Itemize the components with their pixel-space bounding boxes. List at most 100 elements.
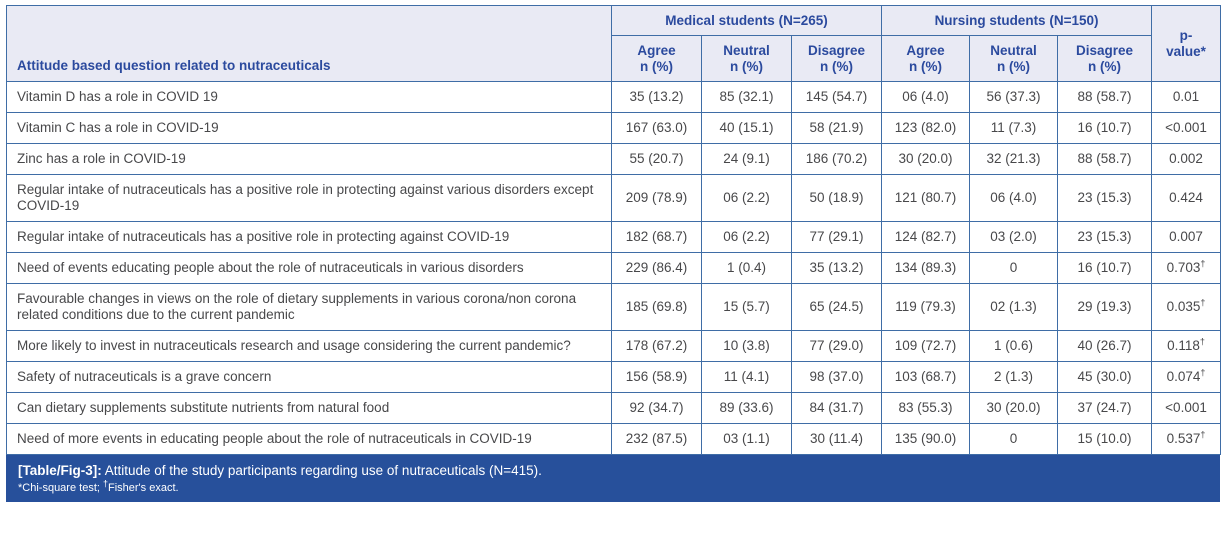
value-cell: 186 (70.2): [790, 143, 883, 175]
table-body: Vitamin D has a role in COVID 19 35 (13.…: [6, 81, 1222, 455]
caption-label: [Table/Fig-3]:: [18, 463, 102, 478]
p-value: 0.01: [1172, 89, 1200, 104]
p-superscript: †: [1200, 429, 1206, 440]
p-value: 0.007: [1169, 229, 1203, 244]
value-cell: 35 (13.2): [611, 81, 702, 113]
value-cell: 135 (90.0): [881, 423, 971, 455]
header-row-subcolumns: Agree n (%) Neutral n (%) Disagree n (%)…: [7, 35, 1221, 82]
group-header-medical: Medical students (N=265): [610, 5, 883, 36]
p-value-cell: 0.118†: [1151, 330, 1222, 362]
value-cell: 15 (5.7): [701, 283, 792, 331]
question-cell: Safety of nutraceuticals is a grave conc…: [6, 361, 612, 393]
question-cell: Can dietary supplements substitute nutri…: [6, 392, 612, 424]
p-value-cell: 0.074†: [1151, 361, 1222, 393]
question-cell: Vitamin C has a role in COVID-19: [6, 112, 612, 144]
p-value-cell: <0.001: [1151, 392, 1222, 424]
column-header-nursing-disagree: Disagree n (%): [1057, 35, 1153, 82]
column-header-medical-disagree: Disagree n (%): [790, 35, 883, 82]
value-cell: 02 (1.3): [969, 283, 1059, 331]
table-row: Regular intake of nutraceuticals has a p…: [6, 174, 1222, 222]
value-cell: 24 (9.1): [701, 143, 792, 175]
value-cell: 06 (2.2): [701, 174, 792, 222]
question-cell: More likely to invest in nutraceuticals …: [6, 330, 612, 362]
value-cell: 30 (20.0): [881, 143, 971, 175]
column-label: Agree: [906, 42, 945, 58]
table-row: Vitamin D has a role in COVID 19 35 (13.…: [6, 81, 1222, 113]
value-cell: 23 (15.3): [1057, 174, 1153, 222]
column-unit: n (%): [997, 58, 1031, 74]
value-cell: 11 (7.3): [969, 112, 1059, 144]
question-cell: Need of more events in educating people …: [6, 423, 612, 455]
value-cell: 06 (4.0): [881, 81, 971, 113]
column-label: Neutral: [723, 42, 770, 58]
value-cell: 145 (54.7): [790, 81, 883, 113]
value-cell: 23 (15.3): [1057, 221, 1153, 253]
value-cell: 58 (21.9): [790, 112, 883, 144]
column-unit: n (%): [640, 58, 673, 74]
attitude-table: Attitude based question related to nutra…: [6, 5, 1222, 455]
p-value: 0.074: [1166, 369, 1201, 384]
p-value-column-header: p- value*: [1151, 5, 1222, 82]
value-cell: 30 (11.4): [790, 423, 883, 455]
value-cell: 06 (4.0): [969, 174, 1059, 222]
p-value: 0.703: [1166, 260, 1201, 275]
value-cell: 77 (29.0): [790, 330, 883, 362]
p-value: <0.001: [1165, 120, 1207, 135]
p-value: 0.118: [1167, 338, 1200, 353]
table-figure: Attitude based question related to nutra…: [6, 5, 1222, 502]
p-value: 0.424: [1169, 190, 1203, 205]
column-header-medical-agree: Agree n (%): [611, 35, 702, 82]
p-value-cell: 0.424: [1151, 174, 1222, 222]
value-cell: 2 (1.3): [969, 361, 1059, 393]
column-header-nursing-agree: Agree n (%): [881, 35, 971, 82]
question-cell: Need of events educating people about th…: [6, 252, 612, 284]
question-cell: Favourable changes in views on the role …: [6, 283, 612, 331]
p-value-header-line1: p-: [1179, 27, 1193, 43]
value-cell: 29 (19.3): [1057, 283, 1153, 331]
p-value: <0.001: [1165, 400, 1207, 415]
column-unit: n (%): [730, 58, 763, 74]
p-value: 0.002: [1169, 151, 1203, 166]
value-cell: 0: [969, 423, 1059, 455]
value-cell: 03 (1.1): [701, 423, 792, 455]
value-cell: 84 (31.7): [790, 392, 883, 424]
value-cell: 56 (37.3): [969, 81, 1059, 113]
question-cell: Regular intake of nutraceuticals has a p…: [6, 174, 612, 222]
value-cell: 32 (21.3): [969, 143, 1059, 175]
p-value-header-line2: value*: [1166, 43, 1206, 59]
table-header: Attitude based question related to nutra…: [6, 5, 1222, 82]
value-cell: 229 (86.4): [611, 252, 702, 284]
group-header-nursing: Nursing students (N=150): [881, 5, 1153, 36]
table-row: Can dietary supplements substitute nutri…: [6, 392, 1222, 424]
table-footnote: *Chi-square test; †Fisher's exact.: [18, 478, 1208, 495]
value-cell: 124 (82.7): [881, 221, 971, 253]
p-value-cell: 0.035†: [1151, 283, 1222, 331]
value-cell: 55 (20.7): [611, 143, 702, 175]
column-unit: n (%): [909, 58, 943, 74]
p-superscript: †: [1200, 367, 1206, 378]
value-cell: 167 (63.0): [611, 112, 702, 144]
value-cell: 92 (34.7): [611, 392, 702, 424]
value-cell: 11 (4.1): [701, 361, 792, 393]
value-cell: 178 (67.2): [611, 330, 702, 362]
p-value-cell: 0.007: [1151, 221, 1222, 253]
value-cell: 77 (29.1): [790, 221, 883, 253]
p-value: 0.537: [1166, 431, 1201, 446]
value-cell: 103 (68.7): [881, 361, 971, 393]
value-cell: 06 (2.2): [701, 221, 792, 253]
p-value-cell: <0.001: [1151, 112, 1222, 144]
value-cell: 35 (13.2): [790, 252, 883, 284]
p-superscript: †: [1200, 297, 1206, 308]
table-row: Zinc has a role in COVID-19 55 (20.7) 24…: [6, 143, 1222, 175]
value-cell: 109 (72.7): [881, 330, 971, 362]
footnote-dagger: †: [102, 478, 108, 489]
value-cell: 40 (15.1): [701, 112, 792, 144]
p-superscript: †: [1200, 258, 1206, 269]
value-cell: 185 (69.8): [611, 283, 702, 331]
value-cell: 40 (26.7): [1057, 330, 1153, 362]
footnote-fishers: Fisher's exact.: [108, 482, 179, 494]
value-cell: 232 (87.5): [611, 423, 702, 455]
value-cell: 30 (20.0): [969, 392, 1059, 424]
column-label: Disagree: [807, 42, 866, 58]
question-cell: Vitamin D has a role in COVID 19: [6, 81, 612, 113]
